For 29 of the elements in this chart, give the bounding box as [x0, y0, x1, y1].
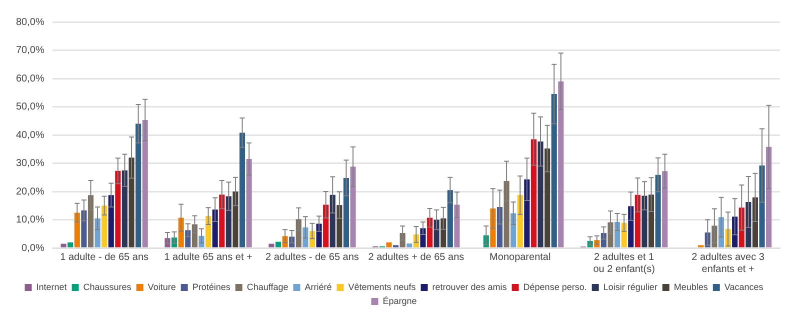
x-tick-label: 2 adultes + de 65 ans — [368, 252, 464, 263]
x-tick-label: 1 adulte - de 65 ans — [60, 252, 149, 263]
y-tick-label: 20,0% — [16, 186, 44, 198]
y-tick-label: 10,0% — [16, 214, 44, 226]
legend-label: Meubles — [674, 282, 708, 292]
y-tick-label: 60,0% — [16, 73, 44, 84]
legend-label: Protéines — [192, 282, 231, 292]
legend-label: Voiture — [148, 282, 176, 292]
legend-label: Dépense perso. — [523, 282, 587, 292]
legend-label: retrouver des amis — [432, 282, 508, 292]
y-tick-label: 30,0% — [16, 158, 44, 169]
legend-label: Vêtements neufs — [348, 282, 416, 292]
legend-label: Loisir régulier — [603, 282, 658, 292]
x-tick-label: 2 adultes et 1 ou 2 enfant(s) — [593, 252, 655, 275]
y-tick-label: 80,0% — [16, 16, 44, 28]
legend-label: Vacances — [724, 282, 764, 292]
y-tick-label: 40,0% — [16, 130, 44, 141]
x-tick-label: 2 adultes - de 65 ans — [266, 252, 359, 263]
y-tick-label: 70,0% — [16, 45, 44, 56]
x-tick-label: 1 adulte 65 ans et + — [164, 252, 252, 263]
x-tick-label: Monoparental — [490, 252, 551, 263]
y-tick-label: 50,0% — [16, 102, 44, 112]
legend-label: Chauffage — [246, 282, 288, 292]
legend-label: Arriéré — [304, 282, 332, 292]
legend-label: Épargne — [382, 296, 417, 306]
legend-label: Internet — [36, 282, 68, 292]
legend-label: Chaussures — [83, 282, 132, 292]
y-tick-label: 0,0% — [22, 242, 44, 254]
x-tick-label: 2 adultes avec 3 enfants et + — [692, 252, 765, 275]
